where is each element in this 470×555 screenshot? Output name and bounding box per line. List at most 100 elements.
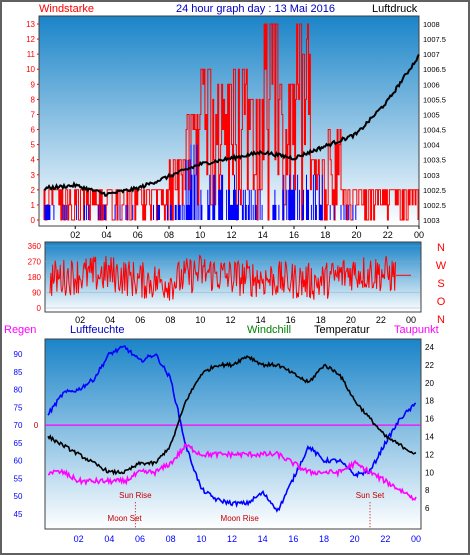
- astro-annotation: Sun Rise: [119, 491, 152, 500]
- x-tick-label: 14: [258, 230, 268, 240]
- humidity-temperature-panel: [44, 338, 422, 530]
- wind-tick-label: 7: [31, 110, 36, 119]
- x-tick-label: 16: [286, 315, 296, 325]
- temperature-tick-label: 18: [425, 397, 434, 406]
- x-tick-label: 20: [350, 534, 360, 544]
- wind-speed-series: [43, 23, 419, 221]
- direction-tick-label: 180: [28, 273, 42, 282]
- humidity-tick-label: 45: [14, 510, 23, 519]
- humidity-tick-label: 75: [14, 403, 23, 412]
- x-tick-label: 18: [319, 534, 329, 544]
- wind-tick-label: 0: [31, 216, 36, 225]
- temperature-tick-label: 6: [425, 504, 430, 513]
- x-tick-label: 10: [195, 230, 205, 240]
- humidity-tick-label: 50: [14, 492, 23, 501]
- direction-tick-label: 360: [28, 242, 42, 251]
- compass-label: W: [436, 260, 447, 272]
- x-tick-label: 06: [133, 230, 143, 240]
- x-tick-label: 14: [256, 315, 266, 325]
- page-title: 24 hour graph day : 13 Mai 2016: [176, 3, 335, 15]
- astro-annotation: Moon Rise: [221, 514, 260, 523]
- wind-tick-label: 10: [26, 65, 35, 74]
- temperature-tick-label: 24: [425, 343, 434, 352]
- rain-label: Regen: [4, 324, 36, 336]
- rain-zero-label: 0: [34, 421, 39, 430]
- x-tick-label: 06: [135, 315, 145, 325]
- compass-label: N: [437, 242, 445, 254]
- compass-label: O: [437, 296, 446, 308]
- pressure-tick-label: 1003.5: [423, 156, 446, 165]
- x-tick-label: 00: [406, 315, 416, 325]
- pressure-tick-label: 1006.5: [423, 65, 446, 74]
- wind-tick-label: 11: [27, 50, 36, 59]
- pressure-tick-label: 1005: [423, 110, 440, 119]
- temperature-tick-label: 22: [425, 361, 434, 370]
- humidity-tick-label: 60: [14, 457, 23, 466]
- x-tick-label: 02: [74, 534, 84, 544]
- x-tick-label: 08: [166, 534, 176, 544]
- x-tick-label: 02: [75, 315, 85, 325]
- pressure-tick-label: 1002.5: [423, 186, 446, 195]
- humidity-label: Luftfeuchte: [70, 324, 124, 336]
- humidity-temperature-plot: 9085807570656055504524222018161412108602…: [14, 343, 435, 544]
- x-tick-label: 16: [288, 534, 298, 544]
- x-tick-label: 10: [195, 315, 205, 325]
- pressure-axis-title: Luftdruck: [372, 3, 418, 15]
- pressure-tick-label: 1003: [423, 216, 440, 225]
- x-tick-label: 12: [227, 534, 237, 544]
- x-tick-label: 04: [104, 534, 114, 544]
- x-tick-label: 08: [165, 315, 175, 325]
- humidity-series: [47, 345, 417, 513]
- pressure-tick-label: 1007: [423, 50, 440, 59]
- x-tick-label: 04: [105, 315, 115, 325]
- compass-label: S: [437, 278, 444, 290]
- pressure-tick-label: 1004.5: [423, 126, 446, 135]
- astro-annotation: Sun Set: [356, 491, 385, 500]
- wind-tick-label: 8: [31, 95, 36, 104]
- x-tick-label: 12: [226, 230, 236, 240]
- temperature-tick-label: 20: [425, 379, 434, 388]
- x-tick-label: 08: [164, 230, 174, 240]
- x-tick-label: 12: [225, 315, 235, 325]
- wind-axis-title: Windstarke: [39, 3, 94, 15]
- wind-tick-label: 4: [31, 156, 36, 165]
- temperature-tick-label: 14: [425, 432, 434, 441]
- direction-tick-label: 0: [37, 304, 42, 313]
- temperature-series: [47, 355, 417, 476]
- x-tick-label: 22: [380, 534, 390, 544]
- wind-gust-series: [44, 144, 357, 220]
- temperature-tick-label: 10: [425, 468, 434, 477]
- x-tick-label: 18: [316, 315, 326, 325]
- pressure-tick-label: 1006: [423, 80, 440, 89]
- humidity-tick-label: 65: [14, 439, 23, 448]
- pressure-tick-label: 1003: [423, 171, 440, 180]
- x-tick-label: 10: [196, 534, 206, 544]
- humidity-tick-label: 80: [14, 386, 23, 395]
- x-tick-label: 06: [135, 534, 145, 544]
- direction-tick-label: 270: [28, 258, 42, 267]
- pressure-series: [44, 53, 420, 197]
- humidity-tick-label: 90: [14, 350, 23, 359]
- temperature-tick-label: 12: [425, 450, 434, 459]
- wind-tick-label: 1: [31, 201, 36, 210]
- temperature-label: Temperatur: [314, 324, 370, 336]
- x-tick-label: 02: [70, 230, 80, 240]
- pressure-tick-label: 1005.5: [423, 95, 446, 104]
- humidity-tick-label: 70: [14, 421, 23, 430]
- x-tick-label: 20: [346, 315, 356, 325]
- wind-pressure-plot: 01234567891011121310031002.51002.5100310…: [26, 20, 446, 240]
- x-tick-label: 14: [258, 534, 268, 544]
- x-tick-label: 16: [289, 230, 299, 240]
- wind-tick-label: 6: [31, 126, 36, 135]
- humidity-tick-label: 85: [14, 368, 23, 377]
- pressure-tick-label: 1004: [423, 141, 440, 150]
- compass-label: N: [437, 314, 445, 326]
- dewpoint-label: Taupunkt: [394, 324, 439, 336]
- wind-tick-label: 3: [31, 171, 36, 180]
- windchill-label: Windchill: [247, 324, 291, 336]
- direction-tick-label: 90: [32, 289, 41, 298]
- dewpoint-series: [48, 442, 417, 501]
